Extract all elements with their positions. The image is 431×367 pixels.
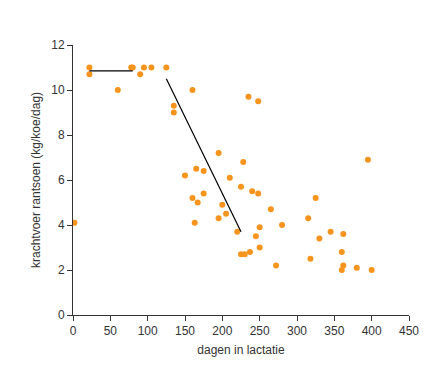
svg-text:8: 8 [58, 128, 65, 142]
svg-text:50: 50 [104, 324, 118, 338]
svg-text:300: 300 [287, 324, 307, 338]
svg-text:250: 250 [250, 324, 270, 338]
svg-text:4: 4 [58, 218, 65, 232]
svg-text:krachtvoer rantsoen (kg/koe/da: krachtvoer rantsoen (kg/koe/dag) [29, 92, 43, 268]
svg-text:150: 150 [175, 324, 195, 338]
svg-text:6: 6 [58, 173, 65, 187]
svg-text:12: 12 [51, 38, 65, 52]
svg-text:100: 100 [138, 324, 158, 338]
svg-text:10: 10 [51, 83, 65, 97]
svg-text:dagen in lactatie: dagen in lactatie [197, 343, 285, 357]
svg-text:200: 200 [212, 324, 232, 338]
svg-text:400: 400 [362, 324, 382, 338]
svg-text:350: 350 [324, 324, 344, 338]
svg-text:0: 0 [58, 308, 65, 322]
svg-text:2: 2 [58, 263, 65, 277]
svg-text:450: 450 [399, 324, 419, 338]
svg-text:0: 0 [70, 324, 77, 338]
